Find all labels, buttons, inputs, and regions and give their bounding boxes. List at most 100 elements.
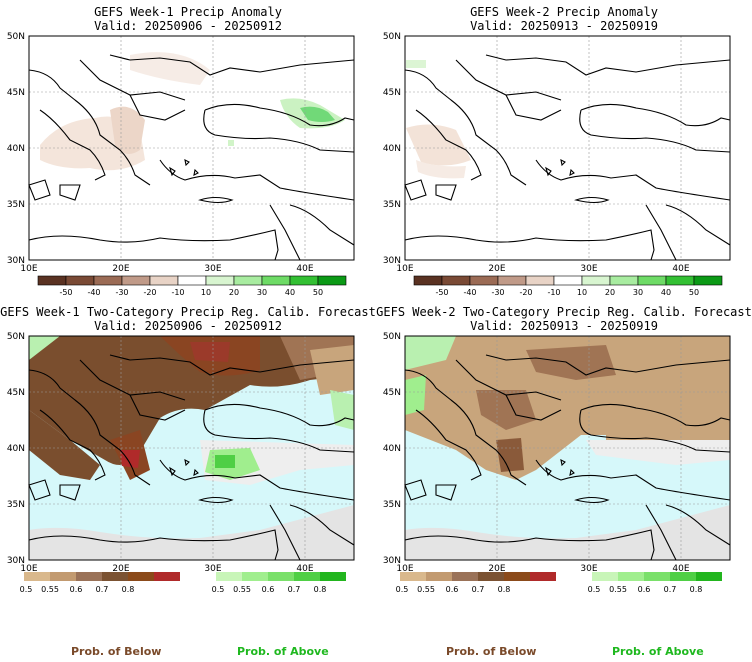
lat-label-50: 50N <box>383 32 401 42</box>
colorbar-swatch <box>128 572 154 581</box>
panel-week1-two-category: GEFS Week-1 Two-Category Precip Reg. Cal… <box>0 300 376 600</box>
panel-week2-anomaly: GEFS Week-2 Precip Anomaly Valid: 202509… <box>376 0 752 300</box>
colorbar-swatch <box>24 572 50 581</box>
colorbar-tick-label: 50 <box>313 288 323 297</box>
colorbar-swatch <box>413 275 443 286</box>
colorbar-swatch <box>665 275 695 286</box>
colorbar-swatch <box>76 572 102 581</box>
colorbar-tick-label: 40 <box>661 288 671 297</box>
colorbar-tick-label: 0.55 <box>233 585 251 594</box>
probability-shading <box>405 336 730 560</box>
colorbar-tick-label: -30 <box>115 288 128 297</box>
above-colorbar: 0.5 0.55 0.6 0.7 0.8 <box>212 572 346 594</box>
prob-above-caption-left: Prob. of Above <box>237 645 329 658</box>
anomaly-colorbar: -50 -40 -30 -20 -10 10 20 30 40 50 <box>413 275 723 297</box>
lat-label-35: 35N <box>383 200 401 210</box>
lon-label-40: 40E <box>672 564 689 574</box>
colorbar-swatch <box>317 275 347 286</box>
map-week1-two-category: 50N 45N 40N 35N 30N 10E 20E 30E 40E 0.5 0… <box>7 332 355 594</box>
colorbar-swatch <box>177 275 207 286</box>
lat-label-40: 40N <box>7 444 25 454</box>
panel-valid-dates: Valid: 20250906 - 20250912 <box>94 319 282 333</box>
colorbar-tick-label: 10 <box>577 288 587 297</box>
lat-label-35: 35N <box>7 200 25 210</box>
panel-title: GEFS Week-1 Precip Anomaly <box>94 5 282 19</box>
colorbar-swatch <box>205 275 235 286</box>
colorbar-swatch <box>50 572 76 581</box>
colorbar-tick-label: 0.6 <box>446 585 459 594</box>
lat-label-30: 30N <box>383 556 401 566</box>
anomaly-colorbar: -50 -40 -30 -20 -10 10 20 30 40 50 <box>37 275 347 297</box>
lon-label-10: 10E <box>20 564 37 574</box>
colorbar-tick-label: -50 <box>59 288 72 297</box>
colorbar-tick-label: 0.6 <box>262 585 275 594</box>
colorbar-swatch <box>693 275 723 286</box>
colorbar-swatch <box>102 572 128 581</box>
lon-label-20: 20E <box>488 564 505 574</box>
lat-label-45: 45N <box>7 388 25 398</box>
lat-label-45: 45N <box>7 88 25 98</box>
lat-label-30: 30N <box>7 256 25 266</box>
prob-below-caption-left: Prob. of Below <box>71 645 162 658</box>
lat-label-35: 35N <box>383 500 401 510</box>
below-colorbar: 0.5 0.55 0.6 0.7 0.8 <box>396 572 556 594</box>
map-week2-two-category: 50N 45N 40N 35N 30N 10E 20E 30E 40E 0.5 0… <box>383 332 731 594</box>
colorbar-swatch <box>441 275 471 286</box>
lat-label-35: 35N <box>7 500 25 510</box>
colorbar-swatch <box>426 572 452 581</box>
colorbar-swatch <box>530 572 556 581</box>
colorbar-swatch <box>37 275 67 286</box>
colorbar-tick-label: 10 <box>201 288 211 297</box>
colorbar-swatch <box>696 572 722 581</box>
lon-label-10: 10E <box>396 564 413 574</box>
lat-label-40: 40N <box>7 144 25 154</box>
colorbar-tick-label: 0.7 <box>664 585 677 594</box>
coastlines <box>28 354 355 561</box>
colorbar-tick-label: 0.5 <box>396 585 409 594</box>
colorbar-swatch <box>553 275 583 286</box>
colorbar-swatch <box>644 572 670 581</box>
lon-label-30: 30E <box>580 264 597 274</box>
lon-label-10: 10E <box>396 264 413 274</box>
panel-title: GEFS Week-2 Precip Anomaly <box>470 5 658 19</box>
coastlines <box>28 54 355 261</box>
colorbar-tick-label: 30 <box>257 288 267 297</box>
prob-below-caption-right: Prob. of Below <box>446 645 537 658</box>
coastlines <box>404 354 731 561</box>
colorbar-swatch <box>469 275 499 286</box>
colorbar-tick-label: 0.8 <box>314 585 327 594</box>
colorbar-swatch <box>93 275 123 286</box>
coastlines <box>404 54 731 261</box>
lon-label-10: 10E <box>20 264 37 274</box>
colorbar-tick-label: -20 <box>519 288 532 297</box>
colorbar-tick-label: -40 <box>87 288 100 297</box>
colorbar-tick-label: 0.8 <box>498 585 511 594</box>
colorbar-swatch <box>478 572 504 581</box>
lat-label-40: 40N <box>383 444 401 454</box>
panel-valid-dates: Valid: 20250906 - 20250912 <box>94 19 282 33</box>
colorbar-swatch <box>65 275 95 286</box>
colorbar-swatch <box>149 275 179 286</box>
below-colorbar: 0.5 0.55 0.6 0.7 0.8 <box>20 572 180 594</box>
colorbar-tick-label: -10 <box>171 288 184 297</box>
colorbar-swatch <box>121 275 151 286</box>
colorbar-tick-label: 0.6 <box>70 585 83 594</box>
colorbar-tick-label: 0.5 <box>212 585 225 594</box>
lon-label-30: 30E <box>204 564 221 574</box>
colorbar-swatch <box>452 572 478 581</box>
lat-label-45: 45N <box>383 388 401 398</box>
colorbar-swatch <box>268 572 294 581</box>
prob-above-caption-right: Prob. of Above <box>612 645 704 658</box>
panel-week2-two-category: GEFS Week-2 Two-Category Precip Reg. Cal… <box>376 300 752 600</box>
above-colorbar: 0.5 0.55 0.6 0.7 0.8 <box>588 572 722 594</box>
lon-label-30: 30E <box>204 264 221 274</box>
probability-shading <box>29 336 354 560</box>
colorbar-swatch <box>154 572 180 581</box>
panel-valid-dates: Valid: 20250913 - 20250919 <box>470 19 658 33</box>
colorbar-tick-label: 0.55 <box>41 585 59 594</box>
colorbar-tick-label: 0.7 <box>96 585 109 594</box>
lat-label-50: 50N <box>7 332 25 342</box>
colorbar-tick-label: -30 <box>491 288 504 297</box>
anomaly-shading <box>406 60 471 179</box>
lon-label-30: 30E <box>580 564 597 574</box>
